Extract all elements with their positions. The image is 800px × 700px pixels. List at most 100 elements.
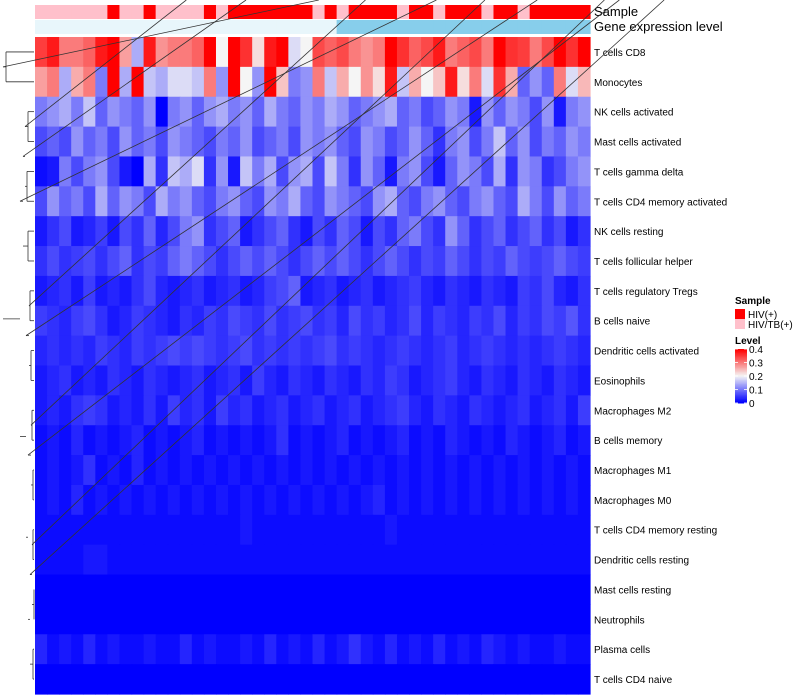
heatmap-cell xyxy=(35,275,48,307)
heatmap-cell xyxy=(577,126,591,158)
heatmap-cell xyxy=(119,544,133,576)
heatmap-cell xyxy=(336,514,350,546)
heatmap-cell xyxy=(264,664,277,695)
heatmap-cell xyxy=(421,186,434,217)
heatmap-cell xyxy=(276,246,289,277)
heatmap-cell xyxy=(577,305,591,337)
heatmap-cell xyxy=(577,186,591,217)
heatmap-cell xyxy=(529,275,543,307)
heatmap-cell xyxy=(47,484,60,516)
heatmap-cell xyxy=(47,664,60,695)
heatmap-cell xyxy=(505,305,519,337)
expression-annotation-cell xyxy=(240,20,253,34)
heatmap-cell xyxy=(409,96,422,128)
sample-annotation-cell xyxy=(35,5,48,19)
heatmap-cell xyxy=(71,156,84,187)
heatmap-cell xyxy=(409,216,422,247)
heatmap-cell xyxy=(191,514,205,546)
row-dendrogram xyxy=(2,0,665,680)
heatmap-cell xyxy=(372,514,386,546)
heatmap-cell xyxy=(83,37,96,68)
heatmap-cell xyxy=(541,634,555,665)
heatmap-cell xyxy=(469,604,483,635)
heatmap-cell xyxy=(276,66,289,98)
heatmap-cell xyxy=(300,186,314,217)
heatmap-cell xyxy=(300,37,314,68)
level-legend-gradient-step xyxy=(735,389,747,392)
heatmap-cell xyxy=(384,514,398,546)
heatmap-cell xyxy=(360,216,374,247)
heatmap-cell xyxy=(95,126,108,158)
heatmap-cell xyxy=(348,246,362,277)
heatmap-cell xyxy=(288,574,302,606)
sample-annotation-cell xyxy=(372,5,386,19)
heatmap-cell xyxy=(517,37,531,68)
heatmap-cell xyxy=(409,186,422,217)
heatmap-cell xyxy=(541,126,555,158)
heatmap-cell xyxy=(312,335,326,367)
heatmap-cell xyxy=(252,246,265,277)
expression-annotation-cell xyxy=(396,20,410,34)
heatmap-cell xyxy=(553,484,567,516)
heatmap-cell xyxy=(264,514,277,546)
heatmap-cell xyxy=(348,37,362,68)
row-label: Neutrophils xyxy=(594,615,645,626)
heatmap-cell xyxy=(59,455,72,486)
heatmap-cell xyxy=(131,455,145,486)
heatmap-cell xyxy=(529,574,543,606)
heatmap-cell xyxy=(505,37,519,68)
heatmap-cell xyxy=(324,37,338,68)
heatmap-cell xyxy=(215,275,229,307)
heatmap-cell xyxy=(541,484,555,516)
row-label: Macrophages M1 xyxy=(594,466,672,477)
heatmap-cell xyxy=(167,395,181,426)
heatmap-cell xyxy=(505,275,519,307)
row-label: NK cells activated xyxy=(594,108,673,119)
heatmap-cell xyxy=(228,37,241,68)
level-legend-tick-label: 0 xyxy=(749,399,755,410)
heatmap-cell xyxy=(107,275,121,307)
heatmap-cell xyxy=(324,514,338,546)
heatmap-cell xyxy=(240,156,253,187)
heatmap-cell xyxy=(553,126,567,158)
heatmap-cell xyxy=(433,664,446,695)
heatmap-cell xyxy=(529,514,543,546)
heatmap-cell xyxy=(107,96,121,128)
heatmap-cell xyxy=(348,395,362,426)
heatmap-cell xyxy=(529,305,543,337)
sample-annotation-cell xyxy=(517,5,531,19)
heatmap-cell xyxy=(360,455,374,486)
heatmap-cell xyxy=(47,335,60,367)
level-legend-tick-label: 0.4 xyxy=(749,345,763,356)
heatmap-cell xyxy=(276,96,289,128)
heatmap-cell xyxy=(493,365,507,396)
heatmap-cell xyxy=(155,186,169,217)
heatmap-cell xyxy=(107,425,121,456)
heatmap-cell xyxy=(288,126,302,158)
heatmap-cell xyxy=(324,216,338,247)
heatmap-cell xyxy=(529,455,543,486)
heatmap-cell xyxy=(529,246,543,277)
heatmap-cell xyxy=(95,66,108,98)
heatmap-cell xyxy=(35,126,48,158)
sample-annotation-cell xyxy=(300,5,314,19)
heatmap-cell xyxy=(276,604,289,635)
heatmap-cell xyxy=(421,37,434,68)
heatmap-cell xyxy=(83,455,96,486)
heatmap-cell xyxy=(553,216,567,247)
heatmap-cell xyxy=(131,484,145,516)
heatmap-cell xyxy=(191,335,205,367)
heatmap-cell xyxy=(95,484,108,516)
heatmap-cell xyxy=(469,425,483,456)
heatmap-cell xyxy=(71,335,84,367)
heatmap-cell xyxy=(203,604,217,635)
heatmap-cell xyxy=(119,216,133,247)
heatmap-cell xyxy=(445,216,458,247)
heatmap-cell xyxy=(529,484,543,516)
heatmap-cell xyxy=(47,514,60,546)
heatmap-cell xyxy=(191,216,205,247)
heatmap-cell xyxy=(481,246,495,277)
sample-annotation-cell xyxy=(119,5,133,19)
heatmap-cell xyxy=(348,186,362,217)
heatmap-cell xyxy=(409,365,422,396)
